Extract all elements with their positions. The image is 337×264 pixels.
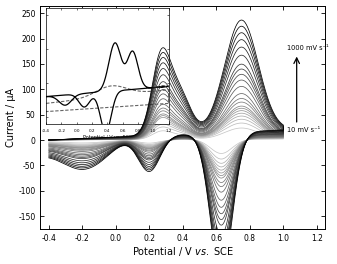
Text: 1000 mV s⁻¹: 1000 mV s⁻¹ bbox=[287, 45, 328, 51]
X-axis label: Potential / V $\it{vs.}$ SCE: Potential / V $\it{vs.}$ SCE bbox=[132, 246, 234, 258]
Text: 10 mV s⁻¹: 10 mV s⁻¹ bbox=[287, 127, 320, 133]
Y-axis label: Current / μA: Current / μA bbox=[5, 88, 16, 147]
